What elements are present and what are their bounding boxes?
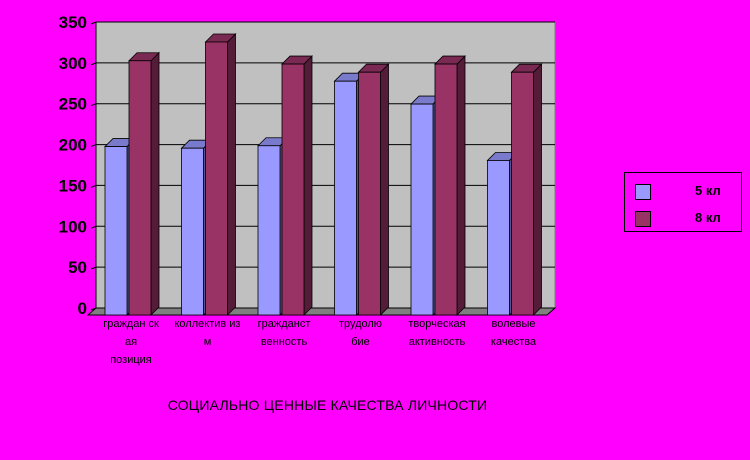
bar-side-1-5 [533, 63, 542, 316]
x-tick-label-0-1: ая [125, 336, 137, 348]
y-tick-mark-200 [90, 144, 97, 148]
y-tick-label-350: 350 [59, 13, 87, 32]
x-tick-label-2-0: гражданст [258, 318, 311, 330]
bar-5kl-3 [334, 80, 357, 316]
bar-5kl-5 [487, 160, 510, 316]
x-tick-label-5-0: волевые [492, 318, 536, 330]
legend-swatch-5kl [635, 184, 651, 200]
legend-item-8kl: 8 кл [635, 210, 735, 229]
y-tick-label-200: 200 [59, 136, 87, 155]
bar-5kl-1 [181, 147, 204, 316]
bar-side-1-0 [150, 51, 160, 316]
x-tick-label-3-1: бие [351, 336, 370, 348]
y-tick-label-150: 150 [59, 176, 87, 195]
y-tick-mark-100 [90, 225, 97, 229]
y-tick-label-250: 250 [59, 95, 87, 114]
y-tick-mark-350 [90, 21, 97, 25]
x-tick-label-4-0: творческая [408, 318, 465, 330]
y-tick-mark-300 [90, 62, 97, 66]
bar-8kl-3 [358, 71, 381, 316]
y-tick-mark-250 [90, 103, 97, 107]
bar-8kl-0 [128, 60, 152, 316]
plot-wall [95, 21, 556, 309]
bar-side-1-4 [456, 55, 466, 316]
x-tick-label-1-0: коллектив из [175, 318, 241, 330]
bar-8kl-4 [434, 63, 458, 316]
x-tick-label-3-0: трудолю [339, 318, 382, 330]
x-tick-label-4-1: активность [409, 336, 466, 348]
legend-label-5kl: 5 кл [695, 183, 721, 198]
bar-8kl-5 [511, 71, 534, 316]
bar-5kl-4 [410, 103, 434, 316]
x-tick-label-2-1: венность [261, 336, 308, 348]
y-tick-label-100: 100 [59, 217, 87, 236]
y-tick-mark-50 [90, 266, 97, 270]
legend-item-5kl: 5 кл [635, 183, 735, 202]
bar-8kl-2 [281, 63, 305, 316]
x-tick-label-0-2: позиция [110, 354, 152, 366]
bar-side-1-2 [303, 55, 313, 316]
bar-8kl-1 [205, 41, 228, 316]
x-tick-label-1-1: м [204, 336, 212, 348]
x-axis-title: СОЦИАЛЬНО ЦЕННЫЕ КАЧЕСТВА ЛИЧНОСТИ [167, 397, 488, 413]
bar-5kl-0 [104, 146, 128, 316]
legend: 5 кл 8 кл [624, 172, 742, 232]
y-tick-label-300: 300 [59, 54, 87, 73]
plot-floor [86, 307, 557, 316]
x-tick-label-5-1: качества [491, 336, 537, 348]
y-tick-mark-150 [90, 184, 97, 188]
bar-5kl-2 [257, 145, 281, 316]
y-tick-label-0: 0 [78, 299, 87, 318]
legend-label-8kl: 8 кл [695, 210, 721, 225]
x-tick-label-0-0: граждан ск [103, 318, 159, 330]
bar-side-1-1 [227, 33, 236, 316]
legend-swatch-8kl [635, 211, 651, 227]
bar-side-1-3 [380, 63, 389, 316]
y-tick-label-50: 50 [68, 258, 87, 277]
